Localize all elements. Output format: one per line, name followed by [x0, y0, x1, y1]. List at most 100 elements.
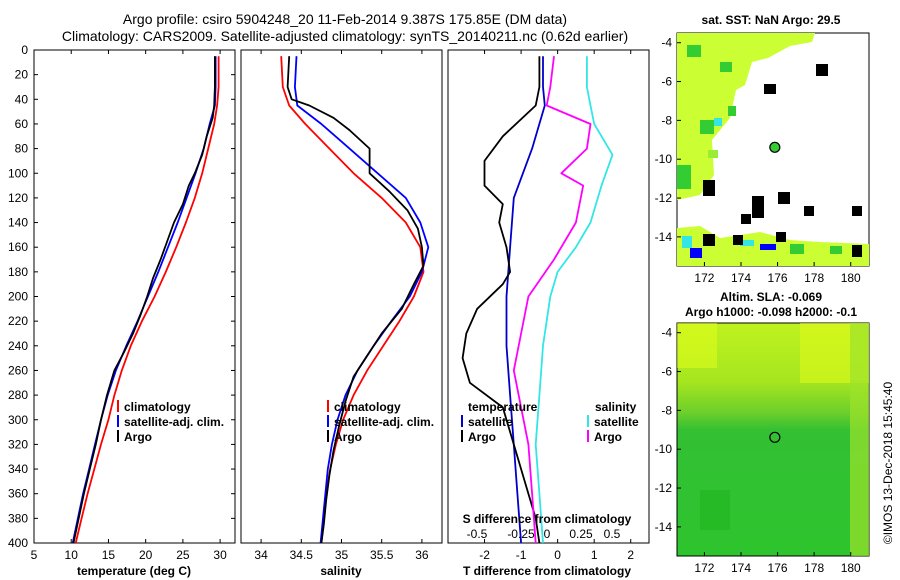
- sst-land: [703, 234, 715, 246]
- legend-label: Argo: [594, 430, 622, 444]
- depth-tick-label: 100: [8, 166, 28, 180]
- salinity-axis-ticks: 34 34.5 35 35.5 36: [254, 50, 429, 562]
- legend-label: Argo: [468, 430, 496, 444]
- series-line-climatology: [74, 56, 220, 544]
- difference-lines: [461, 56, 614, 544]
- series-line-argo: [72, 56, 216, 544]
- series-line-temperature-satellite: [505, 56, 546, 544]
- map-x-tick-label: 180: [841, 271, 861, 285]
- x-tick-label: 2: [627, 548, 634, 562]
- x-tick-label: 34: [254, 548, 268, 562]
- sst-map-ticks: 172 174 176 178 180 -4 -6 -8 -10 -12 -14: [655, 36, 861, 285]
- sla-argo-marker: [769, 431, 781, 443]
- depth-tick-label: 380: [8, 511, 28, 525]
- sst-patch: [687, 45, 701, 57]
- x-tick-label: 1: [591, 548, 598, 562]
- legend-label: satellite-adj. clim.: [334, 415, 434, 429]
- sst-map-field: [677, 33, 869, 266]
- depth-tick-label: 260: [8, 363, 28, 377]
- series-line-salinity-argo: [512, 56, 592, 544]
- depth-tick-label: 320: [8, 437, 28, 451]
- map-y-tick-label: -4: [661, 326, 672, 340]
- depth-tick-label: 80: [15, 142, 29, 156]
- sst-land: [776, 232, 786, 242]
- map-y-tick-label: -14: [655, 520, 673, 534]
- sst-land: [733, 235, 743, 245]
- x-tick-label: 36: [415, 548, 429, 562]
- salinity-difference-tick: 0.5: [604, 527, 621, 541]
- temperature-axes: [33, 49, 236, 544]
- difference-panel: -2 -1 0 1 2 S difference from climatology -0…: [447, 49, 650, 578]
- sst-map-title: sat. SST: NaN Argo: 29.5: [702, 13, 841, 27]
- salinity-difference-tick: 0.25: [569, 527, 593, 541]
- map-x-tick-label: 178: [804, 561, 824, 575]
- map-x-tick-label: 174: [731, 271, 751, 285]
- depth-tick-label: 360: [8, 487, 28, 501]
- sla-map-panel: Altim. SLA: -0.069 Argo h1000: -0.098 h2…: [655, 290, 870, 575]
- salinity-difference-tick: -0.5: [467, 527, 488, 541]
- depth-tick-label: 180: [8, 265, 28, 279]
- difference-xlabel: T difference from climatology: [463, 564, 631, 578]
- sst-patch: [740, 240, 754, 246]
- x-tick-label: -1: [516, 548, 527, 562]
- sla-patch: [677, 323, 717, 368]
- sst-land: [752, 196, 764, 208]
- sst-land: [852, 245, 862, 257]
- sst-patch: [720, 62, 732, 72]
- depth-tick-label: 340: [8, 462, 28, 476]
- salinity-difference-label: S difference from climatology: [463, 512, 632, 526]
- temperature-lines: [71, 56, 220, 544]
- legend-label: satellite-adj. clim.: [124, 415, 224, 429]
- sst-land: [816, 64, 828, 76]
- map-y-tick-label: -12: [655, 481, 673, 495]
- salinity-lines: [280, 56, 430, 544]
- map-x-tick-label: 176: [768, 271, 788, 285]
- title-line-2: Climatology: CARS2009. Satellite-adjuste…: [62, 28, 628, 44]
- legend-temperature-title: temperature: [468, 400, 538, 414]
- depth-tick-label: 220: [8, 314, 28, 328]
- x-tick-label: 25: [176, 548, 190, 562]
- legend-label: Argo: [334, 430, 362, 444]
- sst-patch: [700, 120, 714, 134]
- x-tick-label: 10: [65, 548, 79, 562]
- difference-legend: temperature salinity satelliteArgosatell…: [461, 400, 639, 444]
- sst-patch: [830, 246, 842, 254]
- temperature-xlabel: temperature (deg C): [77, 564, 191, 578]
- map-y-tick-label: -4: [661, 36, 672, 50]
- title-line-1: Argo profile: csiro 5904248_20 11-Feb-20…: [123, 11, 567, 27]
- legend-label: satellite: [594, 415, 639, 429]
- x-tick-label: 30: [213, 548, 227, 562]
- x-tick-label: 20: [139, 548, 153, 562]
- legend-label: satellite: [468, 415, 513, 429]
- x-tick-label: 34.5: [290, 548, 314, 562]
- sst-patch: [714, 118, 722, 126]
- difference-axes: [447, 49, 650, 544]
- legend-label: climatology: [334, 400, 401, 414]
- sla-patch: [700, 490, 730, 530]
- depth-tick-label: 240: [8, 339, 28, 353]
- sst-land: [752, 206, 764, 218]
- sst-land: [852, 206, 862, 216]
- depth-tick-label: 60: [15, 117, 29, 131]
- series-line-satellite-adj-clim-: [293, 56, 430, 544]
- map-x-tick-label: 172: [694, 561, 714, 575]
- sla-map-title-2: Argo h1000: -0.098 h2000: -0.1: [685, 305, 857, 319]
- x-tick-label: 0: [554, 548, 561, 562]
- map-y-tick-label: -6: [661, 75, 672, 89]
- map-x-tick-label: 172: [694, 271, 714, 285]
- x-tick-label: 15: [102, 548, 116, 562]
- temperature-panel: 0204060801001201401601802002202402602803…: [8, 43, 649, 578]
- sst-patch: [708, 150, 718, 158]
- series-line-salinity-satellite: [534, 56, 614, 544]
- legend-label: climatology: [124, 400, 191, 414]
- sst-patch: [682, 236, 692, 248]
- sla-patch: [850, 323, 869, 556]
- depth-tick-label: 200: [8, 290, 28, 304]
- series-line-temperature-argo: [461, 56, 541, 544]
- sst-map-panel: sat. SST: NaN Argo: 29.5: [655, 13, 870, 285]
- map-y-tick-label: -8: [661, 403, 672, 417]
- salinity-difference-tick: -0.25: [507, 527, 535, 541]
- map-y-tick-label: -6: [661, 365, 672, 379]
